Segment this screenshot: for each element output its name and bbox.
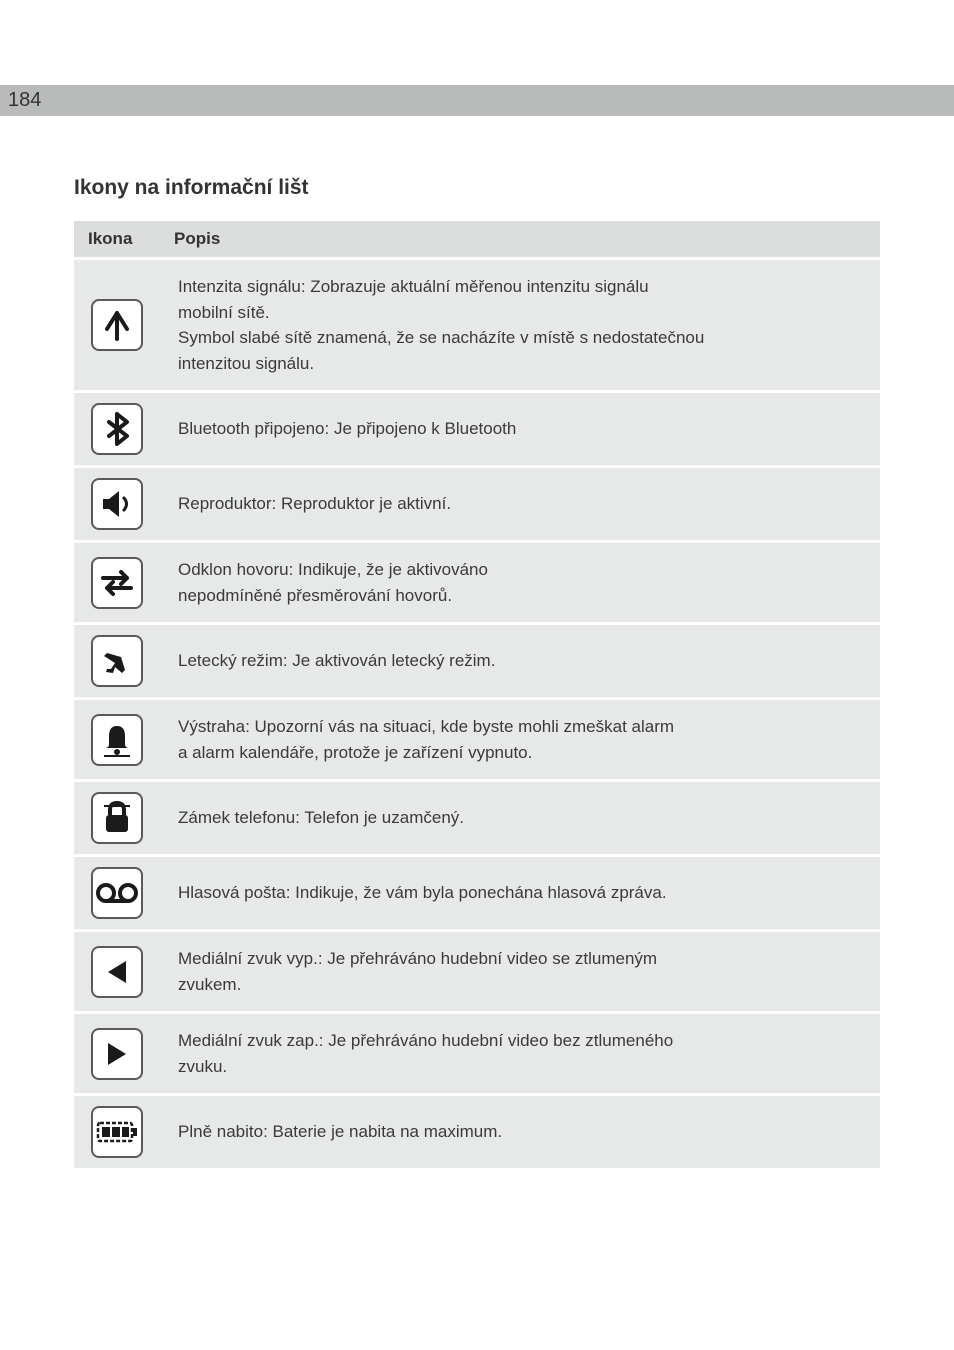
table-row: Výstraha: Upozorní vás na situaci, kde b…	[74, 700, 880, 779]
icon-cell	[74, 260, 160, 390]
desc-line: zvuku.	[178, 1057, 227, 1076]
swap-icon	[91, 557, 143, 609]
desc-line: Mediální zvuk vyp.: Je přehráváno hudebn…	[178, 949, 657, 968]
desc-cell: Odklon hovoru: Indikuje, že je aktivován…	[160, 543, 880, 622]
table-row: Mediální zvuk vyp.: Je přehráváno hudebn…	[74, 932, 880, 1011]
desc-line: Odklon hovoru: Indikuje, že je aktivován…	[178, 560, 488, 579]
table-row: Zámek telefonu: Telefon je uzamčený.	[74, 782, 880, 854]
table-row: Plně nabito: Baterie je nabita na maximu…	[74, 1096, 880, 1168]
desc-cell: Mediální zvuk zap.: Je přehráváno hudebn…	[160, 1014, 880, 1093]
battery-icon	[91, 1106, 143, 1158]
table-row: Letecký režim: Je aktivován letecký reži…	[74, 625, 880, 697]
desc-line: Intenzita signálu: Zobrazuje aktuální mě…	[178, 277, 649, 296]
lock-icon	[91, 792, 143, 844]
desc-line: nepodmíněné přesměrování hovorů.	[178, 586, 452, 605]
bluetooth-icon	[91, 403, 143, 455]
icon-cell	[74, 857, 160, 929]
table-row: Odklon hovoru: Indikuje, že je aktivován…	[74, 543, 880, 622]
desc-cell: Hlasová pošta: Indikuje, že vám byla pon…	[160, 857, 880, 929]
left-icon	[91, 946, 143, 998]
table-row: Hlasová pošta: Indikuje, že vám byla pon…	[74, 857, 880, 929]
desc-line: intenzitou signálu.	[178, 354, 314, 373]
desc-line: Letecký režim: Je aktivován letecký reži…	[178, 651, 495, 670]
desc-line: Mediální zvuk zap.: Je přehráváno hudebn…	[178, 1031, 673, 1050]
table-row: Mediální zvuk zap.: Je přehráváno hudebn…	[74, 1014, 880, 1093]
desc-cell: Letecký režim: Je aktivován letecký reži…	[160, 625, 880, 697]
icon-cell	[74, 1096, 160, 1168]
icon-cell	[74, 543, 160, 622]
table-row: Bluetooth připojeno: Je připojeno k Blue…	[74, 393, 880, 465]
plane-icon	[91, 635, 143, 687]
desc-line: mobilní sítě.	[178, 303, 270, 322]
desc-line: Plně nabito: Baterie je nabita na maximu…	[178, 1122, 502, 1141]
desc-cell: Reproduktor: Reproduktor je aktivní.	[160, 468, 880, 540]
right-icon	[91, 1028, 143, 1080]
desc-line: Výstraha: Upozorní vás na situaci, kde b…	[178, 717, 674, 736]
desc-line: Hlasová pošta: Indikuje, že vám byla pon…	[178, 883, 667, 902]
desc-cell: Plně nabito: Baterie je nabita na maximu…	[160, 1096, 880, 1168]
signal-icon	[91, 299, 143, 351]
desc-line: Bluetooth připojeno: Je připojeno k Blue…	[178, 419, 516, 438]
desc-line: zvukem.	[178, 975, 241, 994]
icon-cell	[74, 1014, 160, 1093]
bell-icon	[91, 714, 143, 766]
speaker-icon	[91, 478, 143, 530]
col-header-desc: Popis	[160, 221, 880, 257]
icon-cell	[74, 782, 160, 854]
desc-cell: Intenzita signálu: Zobrazuje aktuální mě…	[160, 260, 880, 390]
icon-cell	[74, 932, 160, 1011]
icons-table: Ikona Popis Intenzita signálu: Zobrazuje…	[74, 218, 880, 1171]
col-header-icon: Ikona	[74, 221, 160, 257]
voicemail-icon	[91, 867, 143, 919]
desc-line: Reproduktor: Reproduktor je aktivní.	[178, 494, 451, 513]
desc-cell: Výstraha: Upozorní vás na situaci, kde b…	[160, 700, 880, 779]
desc-cell: Zámek telefonu: Telefon je uzamčený.	[160, 782, 880, 854]
icon-cell	[74, 625, 160, 697]
desc-cell: Bluetooth připojeno: Je připojeno k Blue…	[160, 393, 880, 465]
page-header-bar: 184	[0, 85, 954, 116]
desc-line: Symbol slabé sítě znamená, že se nachází…	[178, 328, 704, 347]
table-row: Intenzita signálu: Zobrazuje aktuální mě…	[74, 260, 880, 390]
icon-cell	[74, 468, 160, 540]
section-title: Ikony na informační lišt	[74, 176, 880, 200]
page-number: 184	[8, 89, 56, 112]
content-area: Ikony na informační lišt Ikona Popis Int…	[0, 116, 954, 1211]
icon-cell	[74, 393, 160, 465]
desc-line: Zámek telefonu: Telefon je uzamčený.	[178, 808, 464, 827]
table-row: Reproduktor: Reproduktor je aktivní.	[74, 468, 880, 540]
desc-cell: Mediální zvuk vyp.: Je přehráváno hudebn…	[160, 932, 880, 1011]
icon-cell	[74, 700, 160, 779]
desc-line: a alarm kalendáře, protože je zařízení v…	[178, 743, 532, 762]
